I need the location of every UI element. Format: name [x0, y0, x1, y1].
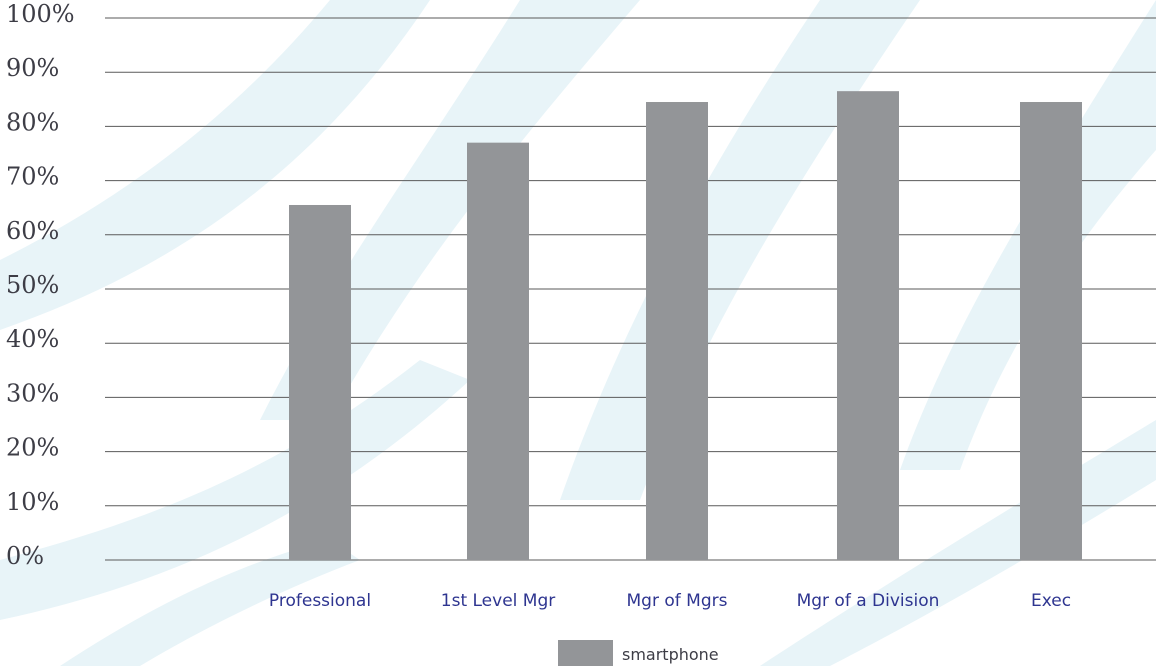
legend: smartphone — [558, 640, 719, 666]
y-tick-label: 90% — [6, 54, 59, 82]
y-tick-label: 60% — [6, 217, 59, 245]
y-axis-ticks: 0% 10% 20% 30% 40% 50% 60% 70% 80% 90% 100% — [6, 0, 75, 570]
legend-swatch-smartphone — [558, 640, 613, 666]
background-swoosh — [0, 0, 430, 330]
y-tick-label: 100% — [6, 0, 75, 28]
x-tick-label: Exec — [1031, 591, 1071, 611]
y-tick-label: 50% — [6, 271, 59, 299]
bars — [289, 91, 1082, 561]
background-swoosh — [260, 0, 640, 420]
y-tick-label: 30% — [6, 379, 59, 407]
bar-mgr-of-a-division — [837, 91, 899, 561]
bar-1st-level-mgr — [467, 142, 529, 560]
y-tick-label: 10% — [6, 488, 59, 516]
x-tick-label: 1st Level Mgr — [441, 591, 555, 611]
y-tick-label: 40% — [6, 325, 59, 353]
y-tick-label: 70% — [6, 163, 59, 191]
y-tick-label: 80% — [6, 108, 59, 136]
x-axis-ticks: Professional 1st Level Mgr Mgr of Mgrs Mgr … — [269, 591, 1071, 611]
x-tick-label: Professional — [269, 591, 371, 611]
y-tick-label: 0% — [6, 542, 44, 570]
bar-mgr-of-mgrs — [646, 102, 708, 560]
background-swoosh — [60, 540, 360, 666]
legend-label-smartphone: smartphone — [622, 645, 719, 664]
bar-professional — [289, 204, 351, 561]
y-tick-label: 20% — [6, 434, 59, 462]
x-tick-label: Mgr of Mgrs — [627, 591, 728, 611]
gridlines — [105, 17, 1156, 561]
bar-exec — [1020, 102, 1082, 560]
x-tick-label: Mgr of a Division — [797, 591, 940, 611]
background-swoosh — [0, 360, 470, 620]
